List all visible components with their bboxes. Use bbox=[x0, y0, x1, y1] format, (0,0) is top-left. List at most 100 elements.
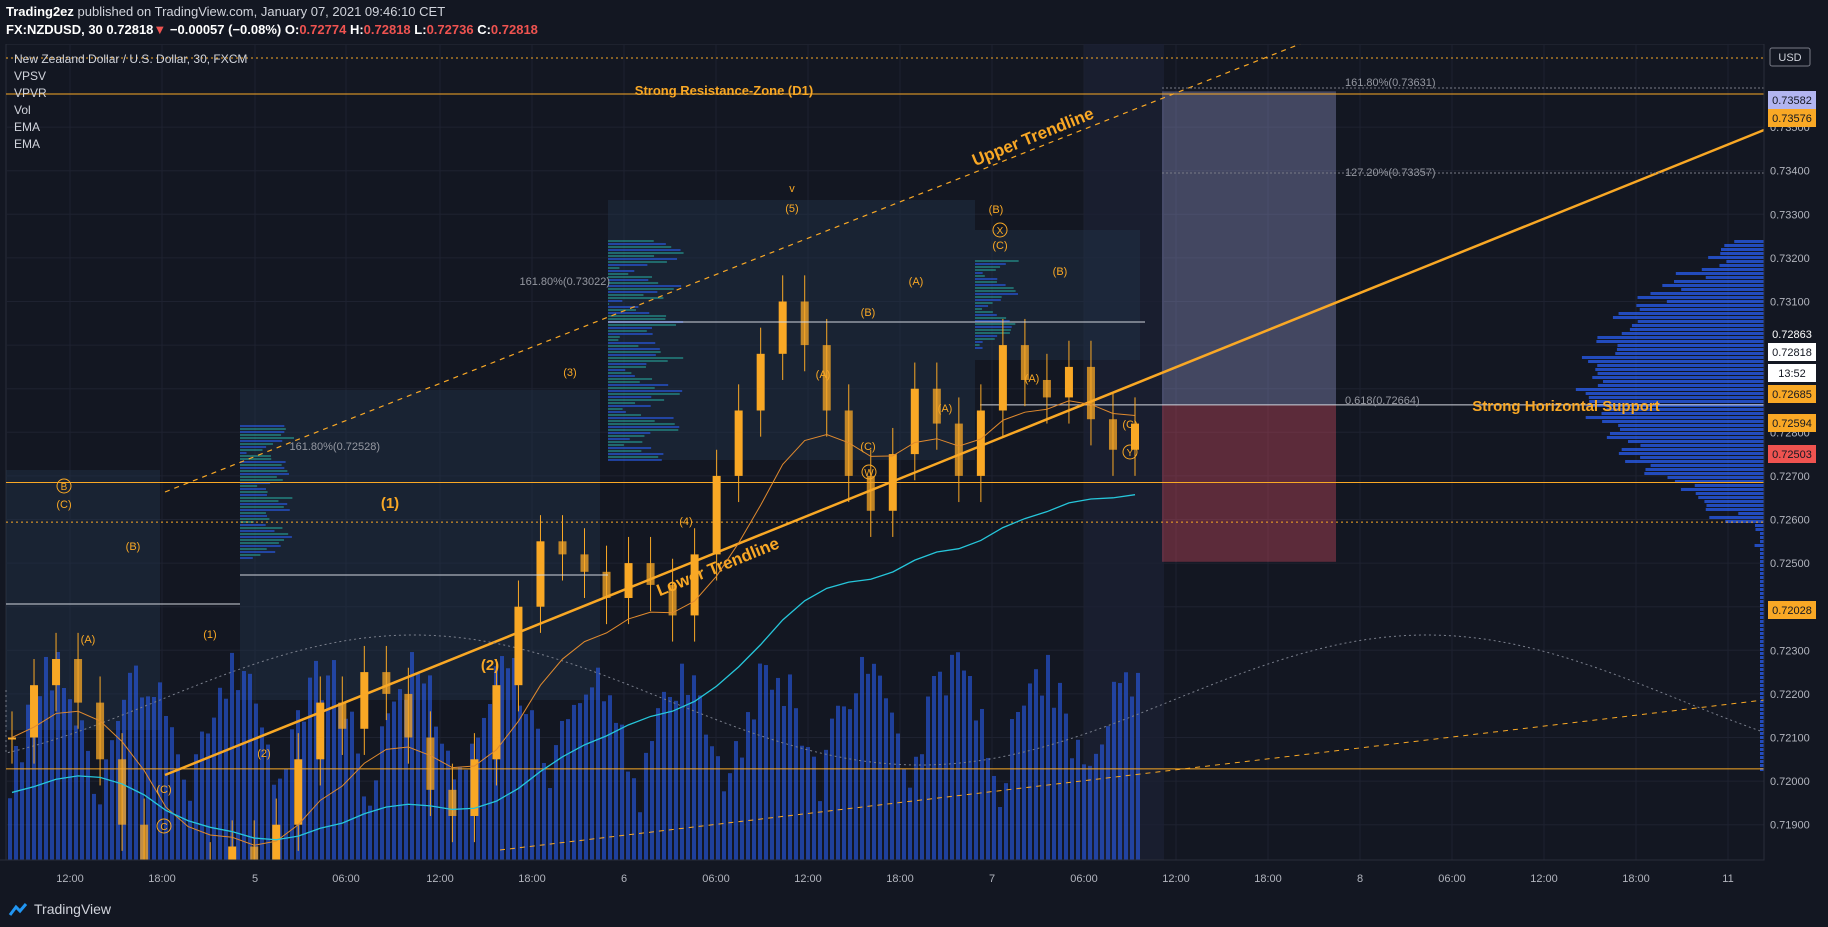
price-axis-tick: 0.73300 bbox=[1770, 209, 1810, 221]
volume-profile-box bbox=[240, 390, 600, 700]
volume-profile-bar bbox=[608, 327, 652, 329]
vpvr-bar bbox=[1625, 460, 1764, 463]
volume-bar bbox=[500, 656, 504, 860]
price-axis-tick: 0.72100 bbox=[1770, 733, 1810, 745]
candle-body bbox=[691, 554, 699, 615]
time-axis-tick: 11 bbox=[1722, 873, 1733, 885]
volume-bar bbox=[536, 729, 540, 860]
vpvr-bar bbox=[1709, 516, 1764, 519]
volume-bar bbox=[578, 703, 582, 860]
candle-body bbox=[294, 759, 302, 824]
volume-bar bbox=[380, 726, 384, 860]
symbol-label: FX:NZDUSD, 30 bbox=[6, 22, 103, 37]
volume-bar bbox=[980, 709, 984, 860]
vpvr-bar bbox=[1760, 580, 1764, 583]
open-value: 0.72774 bbox=[299, 22, 346, 37]
volume-profile-bar bbox=[608, 405, 651, 407]
vpvr-bar bbox=[1632, 324, 1764, 327]
vpvr-bar bbox=[1721, 248, 1764, 251]
wave-label: (3) bbox=[563, 367, 576, 379]
volume-profile-bar bbox=[240, 470, 287, 472]
volume-profile-bar bbox=[240, 488, 266, 490]
vpvr-bar bbox=[1760, 556, 1764, 559]
volume-profile-bar bbox=[608, 414, 641, 416]
volume-profile-bar bbox=[608, 264, 647, 266]
volume-bar bbox=[524, 714, 528, 860]
volume-profile-bar bbox=[608, 300, 622, 302]
volume-profile-bar bbox=[608, 342, 655, 344]
volume-bar bbox=[830, 719, 834, 860]
volume-bar bbox=[1052, 708, 1056, 860]
volume-bar bbox=[794, 708, 798, 860]
volume-bar bbox=[1100, 744, 1104, 860]
volume-profile-bar bbox=[975, 272, 983, 274]
volume-bar bbox=[872, 664, 876, 860]
price-axis-tick: 0.72300 bbox=[1770, 645, 1810, 657]
vpvr-bar bbox=[1760, 596, 1764, 599]
volume-bar bbox=[386, 713, 390, 860]
volume-profile-bar bbox=[608, 459, 662, 461]
open-label: O: bbox=[285, 22, 299, 37]
vpvr-bar bbox=[1760, 588, 1764, 591]
vpvr-bar bbox=[1620, 428, 1764, 431]
price-chart[interactable]: Strong Resistance-Zone (D1) Strong Horizo… bbox=[0, 44, 1828, 895]
volume-bar bbox=[362, 796, 366, 860]
volume-bar bbox=[152, 697, 156, 860]
volume-bar bbox=[1124, 672, 1128, 860]
volume-bar bbox=[716, 756, 720, 860]
volume-profile-bar bbox=[240, 536, 292, 538]
volume-profile-bar bbox=[608, 456, 658, 458]
indicator-vol[interactable]: Vol bbox=[14, 103, 31, 117]
candle-body bbox=[536, 541, 544, 606]
volume-profile-bar bbox=[608, 312, 649, 314]
vpvr-bar bbox=[1760, 760, 1764, 763]
publisher-name[interactable]: Trading2ez bbox=[6, 4, 74, 19]
volume-bar bbox=[758, 664, 762, 860]
vpvr-bar bbox=[1640, 444, 1764, 447]
indicator-ema-2[interactable]: EMA bbox=[14, 137, 40, 151]
volume-profile-bar bbox=[240, 485, 257, 487]
vpvr-bar bbox=[1597, 364, 1764, 367]
volume-profile-bar bbox=[975, 278, 997, 280]
price-tag-label: 0.72028 bbox=[1772, 605, 1812, 617]
volume-bar bbox=[92, 794, 96, 860]
vpvr-bar bbox=[1760, 644, 1764, 647]
volume-bar bbox=[842, 706, 846, 860]
volume-profile-bar bbox=[240, 491, 268, 493]
volume-bar bbox=[914, 757, 918, 860]
volume-profile-bar bbox=[608, 378, 652, 380]
vpvr-bar bbox=[1598, 372, 1764, 375]
currency-label[interactable]: USD bbox=[1778, 52, 1801, 64]
volume-profile-bar bbox=[240, 461, 286, 463]
vpvr-bar bbox=[1760, 716, 1764, 719]
volume-bar bbox=[20, 762, 24, 860]
vpvr-bar bbox=[1613, 316, 1764, 319]
volume-profile-bar bbox=[608, 297, 663, 299]
volume-bar bbox=[14, 746, 18, 860]
vpvr-bar bbox=[1760, 660, 1764, 663]
volume-profile-bar bbox=[240, 431, 284, 433]
volume-profile-bar bbox=[240, 527, 282, 529]
indicator-ema-1[interactable]: EMA bbox=[14, 120, 40, 134]
indicator-vpvr[interactable]: VPVR bbox=[14, 86, 47, 100]
wave-label: (A) bbox=[938, 403, 953, 415]
volume-bar bbox=[632, 778, 636, 860]
volume-bar bbox=[560, 721, 564, 860]
volume-profile-bar bbox=[240, 554, 260, 556]
volume-bar bbox=[512, 658, 516, 860]
brand-name[interactable]: TradingView bbox=[34, 901, 111, 917]
volume-bar bbox=[788, 674, 792, 860]
volume-profile-bar bbox=[240, 437, 294, 439]
volume-bar bbox=[38, 696, 42, 860]
volume-bar bbox=[86, 751, 90, 860]
volume-bar bbox=[590, 687, 594, 860]
volume-bar bbox=[1118, 683, 1122, 860]
volume-profile-bar bbox=[240, 539, 284, 541]
tradingview-logo-icon[interactable] bbox=[8, 901, 30, 919]
volume-profile-bar bbox=[608, 333, 653, 335]
volume-profile-bar bbox=[608, 423, 675, 425]
indicator-vpsv[interactable]: VPSV bbox=[14, 69, 46, 83]
candle-body bbox=[801, 302, 809, 346]
vpvr-bar bbox=[1760, 568, 1764, 571]
volume-profile-bar bbox=[608, 393, 680, 395]
